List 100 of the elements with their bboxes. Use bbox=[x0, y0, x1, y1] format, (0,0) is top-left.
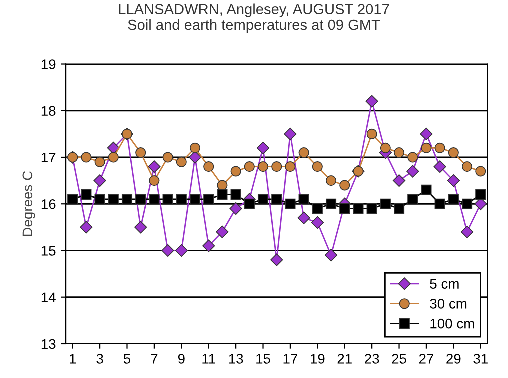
point bbox=[434, 160, 446, 174]
point bbox=[204, 162, 214, 172]
x-tick-label: 15 bbox=[256, 354, 270, 364]
x-tick-label: 21 bbox=[338, 354, 352, 364]
point bbox=[122, 194, 133, 205]
point bbox=[162, 194, 174, 205]
chart-title: LLANSADWRN, Anglesey, AUGUST 2017 Soil and earth temperatures at 09 GMT bbox=[119, 4, 390, 34]
point bbox=[434, 142, 446, 154]
point bbox=[230, 190, 242, 200]
point bbox=[460, 226, 474, 238]
point bbox=[134, 221, 148, 234]
legend-label: 5 cm bbox=[430, 279, 459, 289]
x-tick-label: 3 bbox=[96, 354, 104, 364]
point bbox=[366, 204, 378, 214]
point bbox=[298, 148, 310, 158]
point bbox=[176, 194, 187, 205]
point bbox=[149, 176, 160, 186]
point bbox=[148, 160, 161, 174]
point bbox=[162, 152, 174, 163]
point bbox=[340, 204, 350, 214]
point bbox=[298, 212, 310, 224]
point bbox=[217, 190, 228, 200]
point bbox=[230, 166, 242, 177]
point bbox=[175, 244, 188, 258]
x-tick-label: 23 bbox=[365, 354, 380, 364]
point bbox=[136, 194, 146, 205]
point bbox=[202, 240, 216, 252]
point bbox=[285, 162, 296, 172]
point bbox=[94, 194, 106, 205]
point bbox=[434, 198, 446, 210]
point bbox=[312, 204, 323, 214]
point bbox=[380, 198, 391, 210]
point bbox=[394, 148, 405, 158]
point bbox=[188, 151, 202, 164]
y-tick-label: 15 bbox=[42, 246, 56, 256]
point bbox=[312, 162, 323, 172]
x-tick-label: 19 bbox=[311, 354, 325, 364]
point bbox=[324, 249, 338, 262]
x-tick-label: 7 bbox=[151, 354, 158, 364]
point bbox=[258, 194, 269, 205]
point bbox=[190, 142, 201, 154]
point bbox=[448, 148, 459, 158]
point bbox=[108, 152, 119, 163]
point bbox=[216, 226, 229, 238]
point bbox=[448, 194, 459, 205]
point bbox=[326, 198, 337, 210]
x-tick-label: 29 bbox=[446, 354, 461, 364]
point bbox=[447, 174, 460, 188]
point bbox=[68, 194, 78, 205]
y-axis-title: Degrees C bbox=[22, 171, 36, 236]
legend-label: 100 cm bbox=[430, 318, 474, 329]
point bbox=[81, 190, 92, 200]
point bbox=[230, 202, 242, 216]
x-tick-label: 25 bbox=[392, 354, 406, 364]
point bbox=[462, 162, 473, 172]
point bbox=[476, 190, 486, 200]
x-tick-label: 5 bbox=[124, 354, 131, 364]
point bbox=[421, 184, 432, 196]
point bbox=[406, 165, 420, 178]
point bbox=[366, 128, 378, 140]
point bbox=[190, 194, 201, 205]
x-tick-label: 17 bbox=[284, 354, 298, 364]
point bbox=[298, 194, 310, 205]
point bbox=[285, 198, 296, 210]
point bbox=[258, 162, 269, 172]
y-tick-label: 13 bbox=[42, 339, 56, 350]
point bbox=[380, 142, 391, 154]
point bbox=[272, 194, 282, 205]
point bbox=[204, 194, 214, 205]
y-tick-label: 14 bbox=[42, 292, 56, 302]
point bbox=[108, 194, 119, 205]
point bbox=[408, 152, 418, 163]
point bbox=[81, 152, 92, 163]
point bbox=[476, 166, 486, 177]
point bbox=[176, 156, 187, 168]
y-tick-label: 17 bbox=[42, 152, 56, 163]
point bbox=[366, 95, 378, 108]
point bbox=[94, 156, 106, 168]
point bbox=[326, 176, 337, 186]
point bbox=[392, 174, 406, 188]
y-tick-label: 19 bbox=[42, 60, 56, 70]
y-tick-label: 16 bbox=[42, 199, 56, 210]
point bbox=[311, 216, 324, 230]
point bbox=[80, 221, 93, 234]
point bbox=[421, 142, 432, 154]
x-tick-label: 9 bbox=[178, 354, 185, 364]
point bbox=[136, 148, 146, 158]
point bbox=[244, 162, 255, 172]
y-tick-label: 18 bbox=[42, 106, 56, 116]
point bbox=[272, 162, 282, 172]
x-tick-label: 31 bbox=[474, 354, 488, 364]
point bbox=[353, 204, 364, 214]
x-tick-label: 13 bbox=[229, 354, 244, 364]
point bbox=[394, 204, 405, 214]
point bbox=[420, 128, 433, 141]
point bbox=[94, 174, 106, 188]
point bbox=[462, 198, 473, 210]
point bbox=[244, 198, 255, 210]
legend-label: 30 cm bbox=[430, 299, 467, 309]
x-tick-label: 1 bbox=[70, 354, 76, 364]
